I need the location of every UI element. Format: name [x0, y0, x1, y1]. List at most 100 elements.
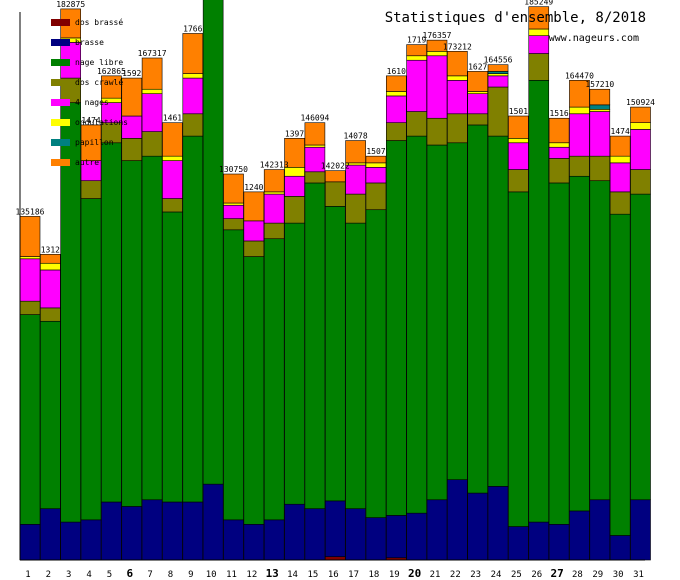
- x-tick-label: 4: [86, 570, 91, 580]
- x-tick-label: 26: [531, 570, 542, 580]
- bar-segment: [284, 175, 305, 197]
- x-tick-label: 27: [550, 567, 563, 580]
- bar-segment: [80, 180, 102, 199]
- bar-segment: [528, 80, 550, 523]
- bar-segment: [508, 115, 529, 139]
- bar-segment: [406, 44, 427, 57]
- bar-segment: [202, 483, 224, 561]
- legend-swatch: [51, 39, 70, 46]
- bar-segment: [182, 73, 204, 79]
- bar-segment: [40, 254, 61, 264]
- bar-segment: [101, 501, 122, 561]
- bar-segment: [223, 202, 244, 206]
- bar-segment: [243, 256, 265, 525]
- bar-segment: [630, 193, 651, 501]
- bar-segment: [162, 155, 183, 161]
- bar-segment: [304, 144, 326, 148]
- x-tick-label: 17: [348, 570, 359, 580]
- bar-segment: [406, 135, 427, 514]
- bar-segment: [284, 196, 305, 224]
- bar-segment: [447, 80, 468, 115]
- bar-segment: [121, 77, 143, 117]
- total-label: 1240: [244, 183, 263, 192]
- bar-segment: [101, 142, 122, 503]
- legend-swatch: [51, 119, 70, 126]
- bar-segment: [19, 258, 41, 302]
- legend-label: autre: [75, 158, 99, 167]
- bar-segment: [284, 138, 305, 168]
- x-tick-label: 16: [328, 570, 339, 580]
- bar-segment: [324, 556, 346, 561]
- total-label: 135186: [16, 207, 45, 216]
- bar-segment: [304, 508, 326, 561]
- bar-segment: [345, 508, 366, 561]
- x-tick-label: 19: [389, 570, 400, 580]
- bar-segment: [243, 240, 265, 257]
- x-tick-label: 11: [226, 570, 237, 580]
- bars-layer: [19, 0, 651, 561]
- total-label: 176357: [423, 31, 452, 40]
- total-label: 146094: [300, 114, 329, 123]
- bar-segment: [19, 523, 41, 561]
- bar-segment: [324, 500, 346, 557]
- total-label: 182875: [56, 0, 85, 9]
- bar-segment: [243, 191, 265, 222]
- bar-segment: [365, 155, 387, 164]
- x-tick-label: 12: [246, 570, 257, 580]
- bar-segment: [304, 182, 326, 509]
- bar-segment: [630, 499, 651, 561]
- bar-segment: [182, 33, 204, 74]
- bar-segment: [182, 113, 204, 137]
- x-tick-label: 18: [369, 570, 380, 580]
- chart-subtitle: www.nageurs.com: [549, 33, 639, 44]
- bar-segment: [569, 510, 590, 561]
- x-tick-label: 21: [430, 570, 441, 580]
- bar-segment: [141, 88, 163, 94]
- x-tick-label: 29: [592, 570, 603, 580]
- bar-segment: [609, 191, 631, 215]
- bar-segment: [589, 111, 611, 157]
- bar-segment: [345, 222, 366, 509]
- bar-segment: [141, 155, 163, 501]
- x-tick-label: 25: [511, 570, 522, 580]
- total-label: 157210: [585, 80, 614, 89]
- bar-segment: [263, 191, 285, 195]
- bar-segment: [447, 479, 468, 561]
- bar-segment: [365, 167, 387, 184]
- bar-segment: [182, 501, 204, 561]
- bar-segment: [40, 320, 61, 509]
- bar-segment: [40, 262, 61, 271]
- bar-segment: [609, 135, 631, 157]
- x-tick-label: 3: [66, 570, 71, 580]
- bar-segment: [284, 503, 305, 561]
- total-label: 1627: [468, 62, 487, 71]
- bar-segment: [569, 80, 590, 108]
- bar-segment: [589, 88, 611, 106]
- x-tick-label: 9: [188, 570, 193, 580]
- bar-segment: [630, 122, 651, 130]
- bar-segment: [548, 182, 570, 525]
- bar-segment: [548, 146, 570, 159]
- x-tick-label: 7: [147, 570, 152, 580]
- bar-segment: [630, 169, 651, 195]
- bar-segment: [528, 28, 550, 36]
- bar-segment: [487, 64, 509, 72]
- bar-segment: [589, 104, 611, 110]
- bar-segment: [487, 135, 509, 487]
- bar-segment: [589, 155, 611, 182]
- bar-segment: [304, 171, 326, 184]
- total-label: 167317: [138, 49, 167, 58]
- bar-segment: [426, 55, 448, 119]
- bar-segment: [162, 122, 183, 157]
- bar-segment: [365, 182, 387, 211]
- total-label: 1461: [163, 114, 182, 123]
- bar-segment: [609, 162, 631, 193]
- bar-segment: [60, 521, 82, 561]
- legend-label: brasse: [75, 38, 104, 47]
- x-tick-label: 15: [307, 570, 318, 580]
- bar-segment: [569, 113, 590, 157]
- bar-segment: [223, 229, 244, 521]
- bar-segment: [40, 307, 61, 322]
- bar-segment: [19, 256, 41, 260]
